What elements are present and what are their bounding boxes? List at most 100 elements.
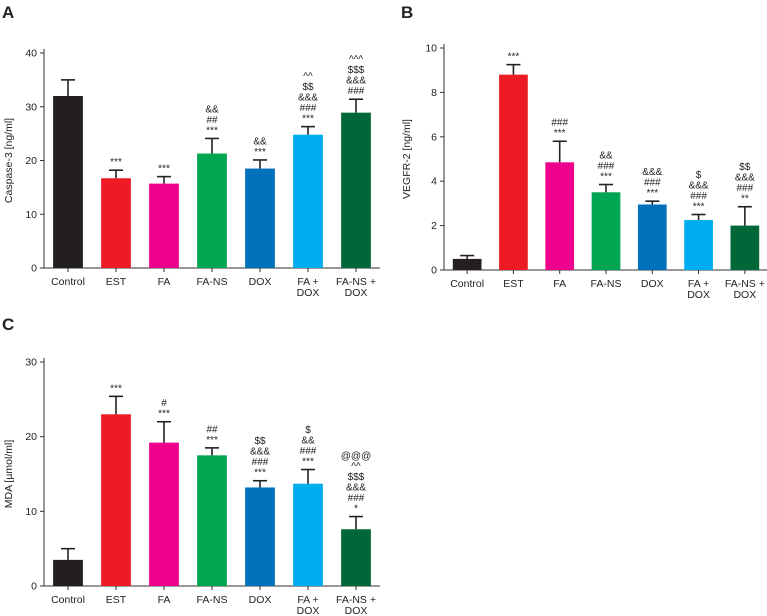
- significance-label: ###: [300, 446, 317, 457]
- significance-label: $$$: [348, 65, 365, 76]
- x-tick-label: DOX: [297, 287, 320, 299]
- significance-label: &&: [205, 104, 219, 115]
- y-tick-label: 0: [31, 581, 37, 593]
- y-tick-label: 0: [31, 263, 37, 275]
- significance-label: &&: [599, 151, 613, 162]
- x-tick-label: FA: [158, 594, 171, 606]
- significance-label: $$: [739, 162, 751, 173]
- x-tick-label: FA +: [297, 276, 318, 288]
- bar: [197, 455, 227, 586]
- y-axis-label: Caspase-3 [ng/ml]: [3, 118, 15, 203]
- significance-label: *: [354, 504, 358, 515]
- significance-label: #: [161, 398, 167, 409]
- significance-label: $: [305, 425, 311, 436]
- significance-label: ###: [598, 161, 615, 172]
- panel-a: A 0 10 20 30 40 Caspase-3 [ng/ml] Control *** EST…: [2, 3, 380, 299]
- bar: [197, 153, 227, 268]
- significance-label: ***: [110, 157, 122, 168]
- y-tick-label: 40: [25, 48, 37, 60]
- x-tick-label: FA-NS: [197, 276, 228, 288]
- significance-label: ###: [348, 86, 365, 97]
- bar: [149, 442, 179, 586]
- significance-label: ***: [110, 383, 122, 394]
- x-tick-label: Control: [51, 276, 85, 288]
- panel-letter: B: [401, 3, 413, 22]
- y-tick-label: 20: [25, 155, 37, 167]
- bar: [452, 258, 482, 270]
- bar: [341, 529, 371, 586]
- x-tick-label: DOX: [345, 287, 368, 299]
- x-tick-label: FA +: [688, 278, 709, 290]
- bar: [293, 134, 323, 268]
- significance-label: &&&: [250, 447, 270, 458]
- y-axis-label: MDA [µmol/ml]: [3, 440, 15, 509]
- significance-label: ###: [644, 178, 661, 189]
- y-axis-label: VEGFR-2 [ng/ml]: [401, 119, 413, 199]
- significance-label: ###: [348, 493, 365, 504]
- bar: [149, 183, 179, 268]
- significance-label: ***: [693, 202, 705, 213]
- significance-label: ###: [690, 191, 707, 202]
- significance-label: ***: [158, 409, 170, 420]
- y-tick-label: 10: [25, 506, 37, 518]
- x-tick-label: DOX: [345, 605, 368, 616]
- x-tick-label: EST: [106, 276, 127, 288]
- bar: [637, 204, 667, 270]
- y-tick-label: 10: [425, 43, 437, 55]
- panel-letter: A: [2, 3, 14, 22]
- y-tick-label: 6: [431, 131, 437, 143]
- significance-label: ***: [302, 457, 314, 468]
- bar: [684, 220, 713, 270]
- significance-label: $$$: [348, 472, 365, 483]
- significance-label: &&: [301, 436, 315, 447]
- x-tick-label: DOX: [249, 594, 272, 606]
- y-tick-label: 8: [431, 87, 437, 99]
- x-tick-label: FA-NS +: [336, 276, 376, 288]
- significance-label: ***: [158, 164, 170, 175]
- x-tick-label: DOX: [249, 276, 272, 288]
- x-tick-label: Control: [51, 594, 85, 606]
- x-tick-label: FA: [158, 276, 171, 288]
- bar: [245, 487, 275, 586]
- significance-label: ##: [206, 424, 218, 435]
- significance-label: ***: [206, 125, 218, 136]
- significance-label: ***: [508, 52, 520, 63]
- x-tick-label: EST: [503, 278, 524, 290]
- x-tick-label: FA: [553, 278, 566, 290]
- y-tick-label: 20: [25, 431, 37, 443]
- significance-label: ##: [206, 115, 218, 126]
- significance-label: ***: [302, 114, 314, 125]
- bar: [545, 162, 575, 270]
- significance-label: &&&: [298, 93, 318, 104]
- x-tick-label: FA-NS: [197, 594, 228, 606]
- significance-label: **: [741, 194, 749, 205]
- x-tick-label: FA-NS: [591, 278, 622, 290]
- x-tick-label: FA-NS +: [336, 594, 376, 606]
- significance-label: ###: [551, 118, 568, 129]
- significance-label: @@@: [341, 451, 371, 462]
- bar: [53, 96, 83, 268]
- significance-label: ***: [254, 468, 266, 479]
- significance-label: &&&: [735, 173, 755, 184]
- bar: [341, 112, 371, 268]
- significance-label: ***: [254, 147, 266, 158]
- significance-label: ###: [252, 457, 269, 468]
- y-tick-label: 2: [431, 220, 437, 232]
- x-tick-label: DOX: [687, 289, 710, 301]
- x-tick-label: EST: [106, 594, 127, 606]
- significance-label: ###: [300, 103, 317, 114]
- x-tick-label: DOX: [733, 289, 756, 301]
- x-tick-label: FA-NS +: [725, 278, 765, 290]
- y-tick-label: 0: [431, 265, 437, 277]
- y-tick-label: 10: [25, 209, 37, 221]
- significance-label: ***: [554, 128, 566, 139]
- bar: [499, 74, 528, 270]
- significance-label: ^^: [351, 462, 361, 473]
- significance-label: &&: [253, 136, 267, 147]
- y-tick-label: 30: [25, 357, 37, 369]
- bar: [591, 192, 621, 270]
- significance-label: ###: [737, 183, 754, 194]
- significance-label: $$: [254, 436, 266, 447]
